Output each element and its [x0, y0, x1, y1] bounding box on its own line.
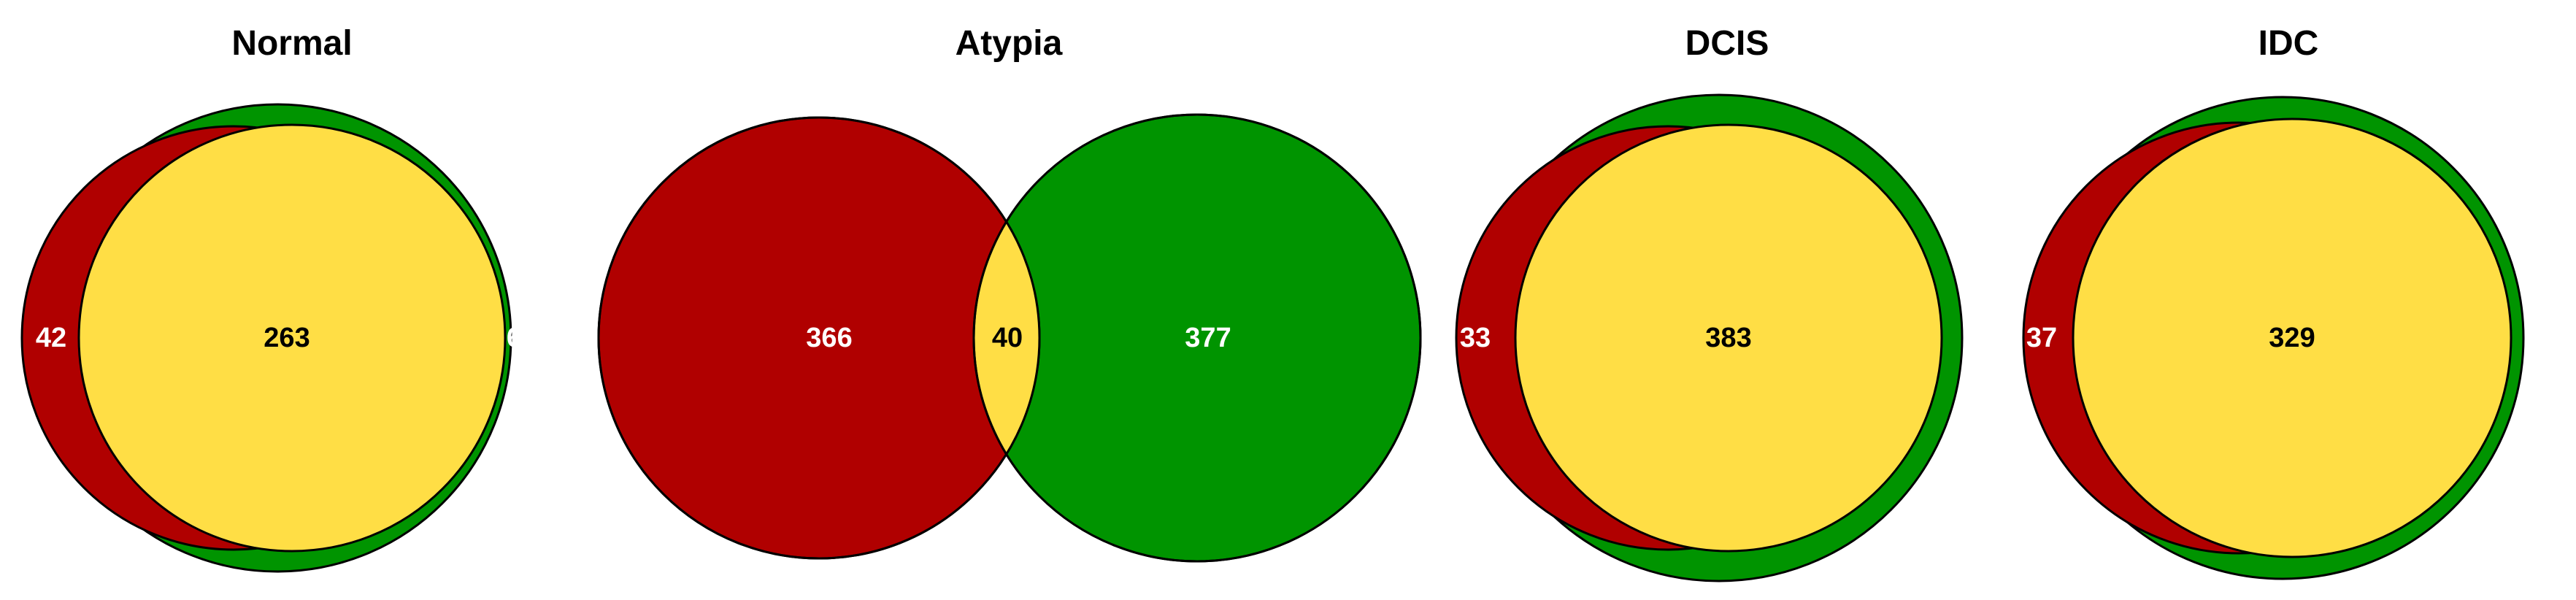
overlap-region-idc — [2072, 118, 2512, 558]
left-only-count-atypia: 366 — [806, 323, 852, 353]
right-set-outline-atypia — [972, 113, 1422, 563]
overlap-count-atypia: 40 — [992, 323, 1023, 353]
venn-panel-dcis: DCIS 33 383 86 — [1455, 24, 2006, 582]
right-only-count-normal: 67 — [507, 323, 537, 353]
overlap-count-dcis: 383 — [1705, 323, 1751, 353]
left-only-count-idc: 37 — [2026, 323, 2057, 353]
left-only-count-dcis: 33 — [1460, 323, 1491, 353]
venn-panel-normal: Normal 42 263 67 — [20, 24, 537, 573]
right-only-count-atypia: 377 — [1185, 323, 1231, 353]
left-only-count-normal: 42 — [36, 323, 66, 353]
left-set-outline-atypia — [597, 116, 1041, 560]
panel-title-dcis: DCIS — [1685, 24, 1769, 63]
panel-title-idc: IDC — [2258, 24, 2319, 63]
right-only-count-dcis: 86 — [1975, 323, 2006, 353]
venn-panel-atypia: Atypia 366 40 377 — [597, 24, 1422, 563]
venn-panel-idc: IDC 37 329 65 — [2022, 24, 2559, 580]
panel-title-normal: Normal — [231, 24, 352, 63]
panel-title-atypia: Atypia — [956, 24, 1063, 63]
right-only-count-idc: 65 — [2529, 323, 2559, 353]
overlap-count-idc: 329 — [2269, 323, 2315, 353]
overlap-region-normal — [77, 123, 507, 553]
overlap-region-dcis — [1514, 123, 1943, 553]
overlap-count-normal: 263 — [264, 323, 309, 353]
